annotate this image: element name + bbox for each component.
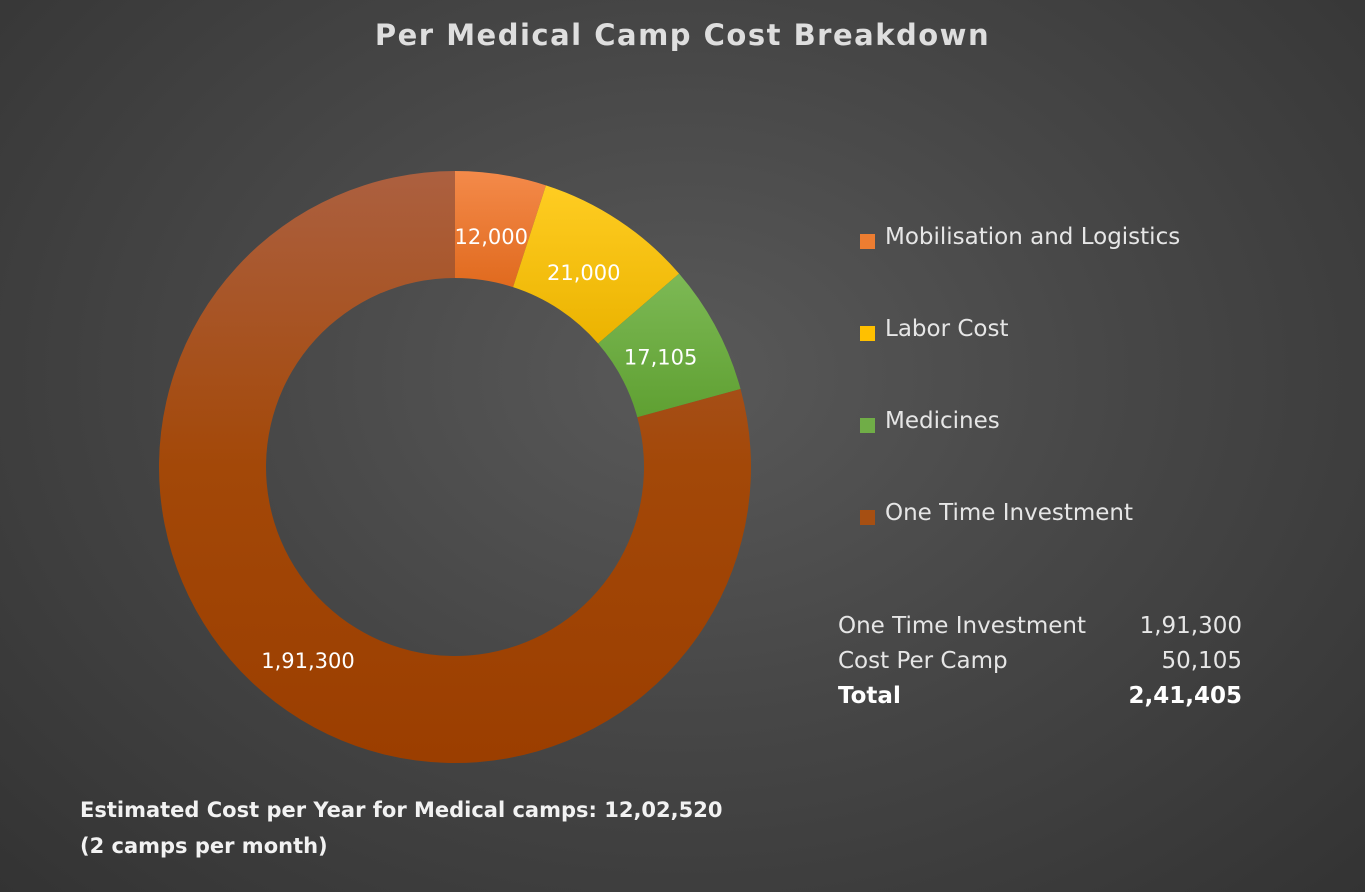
data-label: 12,000	[454, 225, 527, 249]
summary-value: 1,91,300	[1139, 612, 1242, 639]
slice-mobilisation	[455, 171, 546, 288]
legend-label: Labor Cost	[885, 316, 1009, 342]
legend-item: Mobilisation and Logistics	[860, 224, 1180, 316]
legend-item: Medicines	[860, 408, 1180, 500]
summary-row: One Time Investment 1,91,300	[838, 608, 1242, 643]
footnote: Estimated Cost per Year for Medical camp…	[80, 792, 722, 864]
summary-label: Total	[838, 682, 901, 709]
legend-label: Medicines	[885, 408, 1000, 434]
legend-item: Labor Cost	[860, 316, 1180, 408]
legend-label: Mobilisation and Logistics	[885, 224, 1181, 250]
legend: Mobilisation and Logistics Labor Cost Me…	[860, 224, 1180, 592]
summary-total-row: Total 2,41,405	[838, 678, 1242, 713]
legend-swatch	[860, 326, 875, 341]
data-label: 21,000	[547, 261, 620, 285]
summary-table: One Time Investment 1,91,300 Cost Per Ca…	[838, 608, 1242, 713]
legend-swatch	[860, 234, 875, 249]
legend-swatch	[860, 510, 875, 525]
slice-labor	[513, 185, 680, 344]
legend-item: One Time Investment	[860, 500, 1180, 592]
slice-one-time-investment	[159, 171, 752, 763]
legend-label: One Time Investment	[885, 500, 1134, 526]
footnote-line: Estimated Cost per Year for Medical camp…	[80, 798, 723, 822]
summary-value: 2,41,405	[1128, 682, 1243, 709]
slice-medicines	[598, 273, 741, 418]
summary-value: 50,105	[1161, 647, 1242, 674]
chart-title: Per Medical Camp Cost Breakdown	[374, 18, 991, 52]
summary-label: One Time Investment	[838, 612, 1087, 639]
legend-swatch	[860, 418, 875, 433]
summary-row: Cost Per Camp 50,105	[838, 643, 1242, 678]
data-label: 17,105	[624, 345, 697, 369]
summary-label: Cost Per Camp	[838, 647, 1008, 674]
data-label: 1,91,300	[261, 649, 355, 673]
footnote-line: (2 camps per month)	[80, 834, 328, 858]
